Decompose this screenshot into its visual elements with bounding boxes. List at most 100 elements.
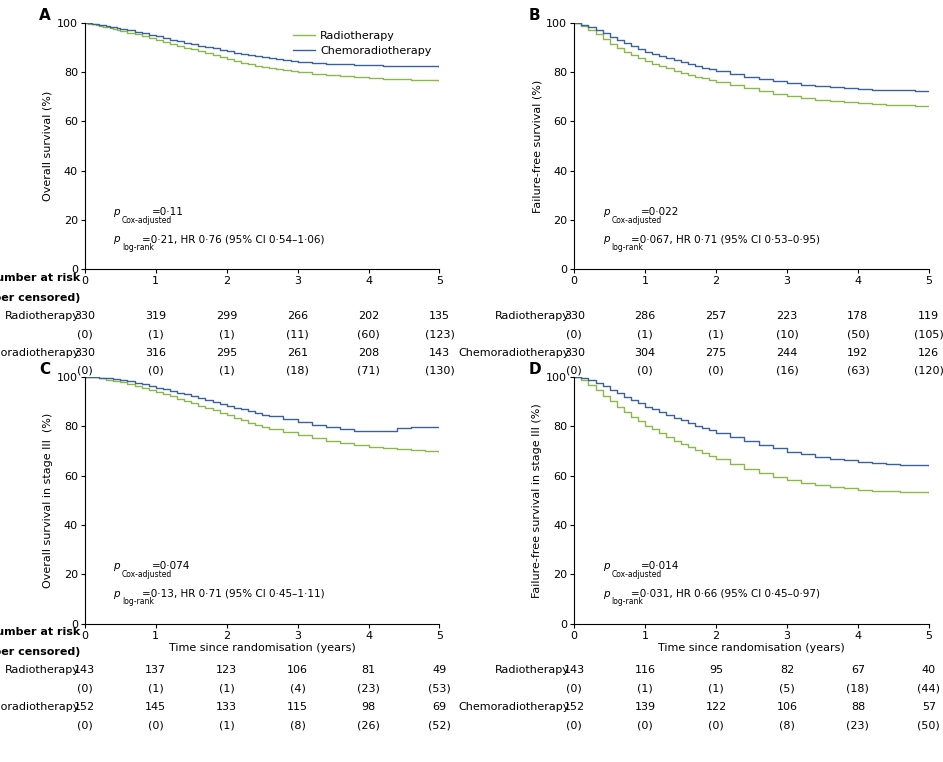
Legend: Radiotherapy, Chemoradiotherapy: Radiotherapy, Chemoradiotherapy [289, 26, 437, 61]
Text: 330: 330 [564, 311, 585, 321]
Text: (0): (0) [567, 684, 582, 693]
Text: 81: 81 [361, 665, 375, 675]
Text: 115: 115 [287, 702, 308, 712]
X-axis label: Time since randomisation (years): Time since randomisation (years) [658, 643, 845, 653]
Text: 95: 95 [709, 665, 723, 675]
Text: (1): (1) [148, 684, 164, 693]
Text: (1): (1) [637, 684, 653, 693]
Text: D: D [528, 363, 540, 377]
Text: 316: 316 [145, 347, 166, 357]
Text: 244: 244 [776, 347, 798, 357]
Text: (1): (1) [219, 720, 235, 730]
Text: 257: 257 [705, 311, 727, 321]
Text: (120): (120) [914, 366, 943, 376]
Text: Radiotherapy: Radiotherapy [6, 665, 80, 675]
Text: (0): (0) [77, 329, 92, 339]
Text: 266: 266 [287, 311, 308, 321]
Text: (0): (0) [708, 720, 724, 730]
Text: (23): (23) [357, 684, 380, 693]
Text: (0): (0) [567, 329, 582, 339]
Text: 202: 202 [358, 311, 379, 321]
Text: =0·21, HR 0·76 (95% CI 0·54–1·06): =0·21, HR 0·76 (95% CI 0·54–1·06) [141, 234, 324, 245]
Text: 57: 57 [922, 702, 935, 712]
Text: Chemoradiotherapy: Chemoradiotherapy [458, 347, 570, 357]
Text: 106: 106 [776, 702, 798, 712]
Text: (1): (1) [219, 684, 235, 693]
Text: (0): (0) [708, 366, 724, 376]
Text: (16): (16) [776, 366, 799, 376]
Text: =0·13, HR 0·71 (95% CI 0·45–1·11): =0·13, HR 0·71 (95% CI 0·45–1·11) [141, 588, 324, 599]
Text: (number censored): (number censored) [0, 293, 80, 303]
Text: 139: 139 [635, 702, 655, 712]
Text: (5): (5) [779, 684, 795, 693]
Text: log-rank: log-rank [611, 597, 643, 606]
Text: 123: 123 [216, 665, 238, 675]
Text: 330: 330 [74, 347, 95, 357]
Text: 69: 69 [433, 702, 447, 712]
Text: 143: 143 [564, 665, 585, 675]
Text: 295: 295 [216, 347, 238, 357]
Text: A: A [39, 8, 51, 23]
Text: 330: 330 [564, 347, 585, 357]
Text: Cox-adjusted: Cox-adjusted [122, 570, 173, 579]
Text: (26): (26) [357, 720, 380, 730]
Text: (0): (0) [77, 684, 92, 693]
Text: (0): (0) [77, 720, 92, 730]
Text: 98: 98 [361, 702, 375, 712]
Text: (71): (71) [357, 366, 380, 376]
Y-axis label: Overall survival (%): Overall survival (%) [42, 91, 53, 201]
Text: 319: 319 [145, 311, 166, 321]
Text: Number at risk: Number at risk [0, 627, 80, 638]
Text: 143: 143 [74, 665, 95, 675]
Text: (60): (60) [357, 329, 380, 339]
Text: =0·022: =0·022 [641, 207, 679, 217]
Text: Chemoradiotherapy: Chemoradiotherapy [0, 347, 80, 357]
Text: (18): (18) [847, 684, 869, 693]
Text: 143: 143 [429, 347, 450, 357]
Text: (123): (123) [424, 329, 455, 339]
Text: (130): (130) [424, 366, 455, 376]
Text: 116: 116 [635, 665, 655, 675]
Text: (0): (0) [148, 720, 164, 730]
Text: 152: 152 [74, 702, 95, 712]
Text: Radiotherapy: Radiotherapy [6, 311, 80, 321]
Text: Cox-adjusted: Cox-adjusted [122, 216, 173, 225]
Text: B: B [528, 8, 539, 23]
Text: =0·067, HR 0·71 (95% CI 0·53–0·95): =0·067, HR 0·71 (95% CI 0·53–0·95) [631, 234, 820, 245]
Text: 88: 88 [851, 702, 865, 712]
Text: (0): (0) [567, 366, 582, 376]
Text: (44): (44) [918, 684, 940, 693]
Text: p: p [603, 207, 609, 217]
Text: (0): (0) [148, 366, 164, 376]
Text: =0·11: =0·11 [152, 207, 183, 217]
Text: p: p [113, 207, 120, 217]
Text: Radiotherapy: Radiotherapy [495, 665, 570, 675]
Text: (8): (8) [290, 720, 306, 730]
Text: (50): (50) [918, 720, 940, 730]
Text: (number censored): (number censored) [0, 647, 80, 657]
Text: (1): (1) [148, 329, 164, 339]
Text: 119: 119 [918, 311, 939, 321]
Text: p: p [113, 234, 120, 245]
Text: 223: 223 [776, 311, 798, 321]
Text: 106: 106 [287, 665, 308, 675]
Text: log-rank: log-rank [611, 242, 643, 251]
Text: 49: 49 [432, 665, 447, 675]
Text: p: p [603, 234, 609, 245]
Text: p: p [113, 588, 120, 599]
Text: 208: 208 [358, 347, 379, 357]
Text: Chemoradiotherapy: Chemoradiotherapy [458, 702, 570, 712]
Text: 286: 286 [635, 311, 655, 321]
Text: 137: 137 [145, 665, 166, 675]
Text: 304: 304 [635, 347, 655, 357]
Text: (52): (52) [428, 720, 451, 730]
Text: Chemoradiotherapy: Chemoradiotherapy [0, 702, 80, 712]
Text: (50): (50) [847, 329, 869, 339]
Text: (53): (53) [428, 684, 451, 693]
Text: 192: 192 [848, 347, 869, 357]
Text: (1): (1) [708, 684, 724, 693]
Text: Cox-adjusted: Cox-adjusted [611, 570, 662, 579]
Text: Radiotherapy: Radiotherapy [495, 311, 570, 321]
Text: p: p [603, 562, 609, 572]
Text: (23): (23) [847, 720, 869, 730]
